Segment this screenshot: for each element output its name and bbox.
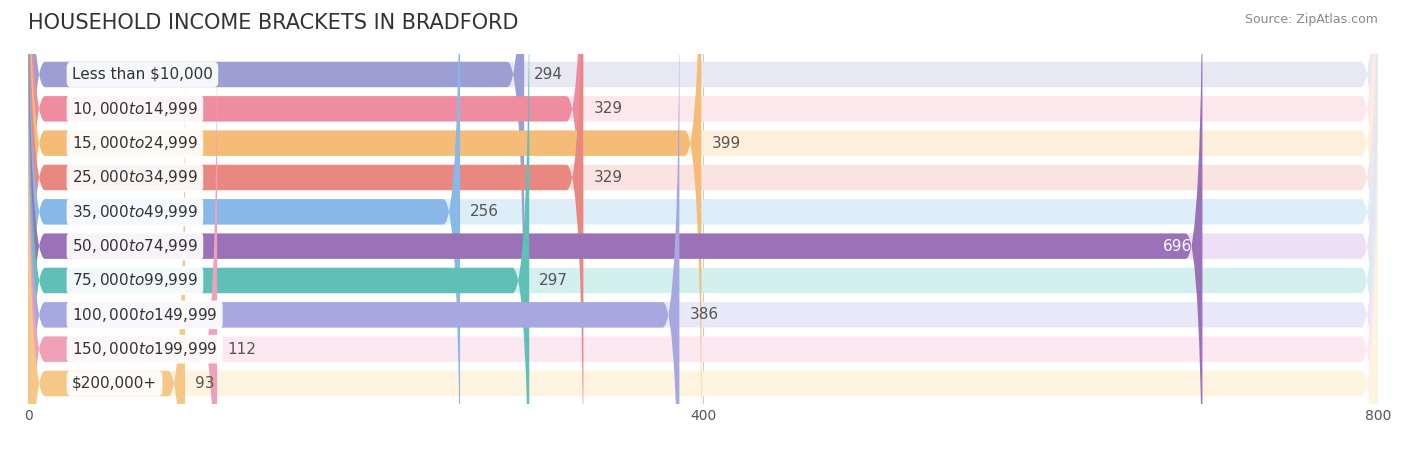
Text: 386: 386 (689, 307, 718, 322)
FancyBboxPatch shape (28, 0, 679, 449)
FancyBboxPatch shape (28, 53, 1378, 449)
FancyBboxPatch shape (28, 0, 1378, 449)
FancyBboxPatch shape (28, 0, 1378, 449)
FancyBboxPatch shape (28, 0, 1378, 449)
FancyBboxPatch shape (28, 0, 460, 449)
Text: $100,000 to $149,999: $100,000 to $149,999 (72, 306, 218, 324)
FancyBboxPatch shape (28, 0, 583, 449)
FancyBboxPatch shape (28, 0, 583, 440)
Text: 329: 329 (593, 101, 623, 116)
Text: HOUSEHOLD INCOME BRACKETS IN BRADFORD: HOUSEHOLD INCOME BRACKETS IN BRADFORD (28, 13, 519, 34)
FancyBboxPatch shape (28, 0, 1202, 449)
Text: $15,000 to $24,999: $15,000 to $24,999 (72, 134, 198, 152)
FancyBboxPatch shape (28, 0, 1378, 440)
Text: 297: 297 (540, 273, 568, 288)
FancyBboxPatch shape (28, 0, 529, 449)
Text: Less than $10,000: Less than $10,000 (72, 67, 212, 82)
Text: 329: 329 (593, 170, 623, 185)
FancyBboxPatch shape (28, 18, 1378, 449)
FancyBboxPatch shape (28, 18, 217, 449)
FancyBboxPatch shape (28, 0, 1378, 449)
Text: 256: 256 (470, 204, 499, 219)
Text: $25,000 to $34,999: $25,000 to $34,999 (72, 168, 198, 186)
FancyBboxPatch shape (28, 0, 524, 405)
Text: 112: 112 (228, 342, 256, 357)
FancyBboxPatch shape (28, 53, 186, 449)
Text: 399: 399 (711, 136, 741, 151)
Text: Source: ZipAtlas.com: Source: ZipAtlas.com (1244, 13, 1378, 26)
FancyBboxPatch shape (28, 0, 1378, 405)
Text: $50,000 to $74,999: $50,000 to $74,999 (72, 237, 198, 255)
Text: $10,000 to $14,999: $10,000 to $14,999 (72, 100, 198, 118)
Text: $150,000 to $199,999: $150,000 to $199,999 (72, 340, 218, 358)
FancyBboxPatch shape (28, 0, 1378, 449)
Text: $200,000+: $200,000+ (72, 376, 157, 391)
Text: 93: 93 (195, 376, 215, 391)
Text: 294: 294 (534, 67, 564, 82)
FancyBboxPatch shape (28, 0, 1378, 449)
FancyBboxPatch shape (28, 0, 702, 449)
Text: $75,000 to $99,999: $75,000 to $99,999 (72, 272, 198, 290)
Text: 696: 696 (1163, 239, 1192, 254)
Text: $35,000 to $49,999: $35,000 to $49,999 (72, 203, 198, 221)
